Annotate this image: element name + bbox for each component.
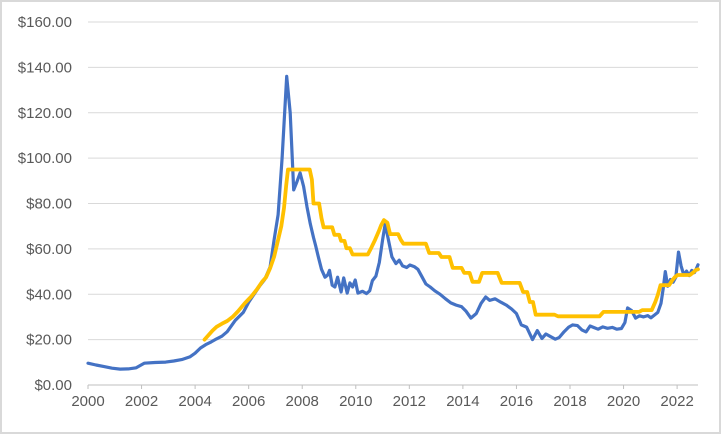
x-axis-tick-label: 2014 bbox=[446, 393, 479, 410]
y-axis-tick-label: $40.00 bbox=[26, 286, 72, 303]
x-axis-tick-label: 2018 bbox=[553, 393, 586, 410]
x-axis-tick-label: 2002 bbox=[125, 393, 158, 410]
y-axis-labels: $0.00 $20.00 $40.00 $60.00 $80.00 $100.00 $120… bbox=[18, 14, 72, 394]
x-axis-tick-label: 2020 bbox=[607, 393, 640, 410]
y-axis-tick-label: $160.00 bbox=[18, 14, 72, 31]
y-axis-tick-label: $80.00 bbox=[26, 196, 72, 213]
x-axis-tick-label: 2004 bbox=[178, 393, 211, 410]
x-axis-tick-label: 2016 bbox=[500, 393, 533, 410]
gridlines bbox=[88, 21, 698, 341]
x-axis-labels: 2000 2002 2004 2006 2008 2010 2012 2014 2016 2018… bbox=[71, 393, 693, 410]
x-axis-tick-label: 2010 bbox=[339, 393, 372, 410]
y-axis-tick-label: $0.00 bbox=[34, 377, 72, 394]
x-axis-tick-label: 2006 bbox=[232, 393, 265, 410]
x-axis-tick-label: 2000 bbox=[71, 393, 104, 410]
x-axis-tick-label: 2022 bbox=[660, 393, 693, 410]
gold-stepped-series-line bbox=[202, 167, 700, 342]
x-axis-tick-label: 2012 bbox=[393, 393, 426, 410]
y-axis-tick-label: $120.00 bbox=[18, 105, 72, 122]
blue-volatile-series-line bbox=[86, 74, 700, 371]
y-axis-tick-label: $100.00 bbox=[18, 150, 72, 167]
data-series bbox=[86, 74, 700, 371]
x-axis-tick-marks bbox=[87, 385, 678, 389]
y-axis-tick-label: $140.00 bbox=[18, 59, 72, 76]
y-axis-tick-label: $60.00 bbox=[26, 241, 72, 258]
y-axis-tick-label: $20.00 bbox=[26, 332, 72, 349]
x-axis-tick-label: 2008 bbox=[286, 393, 319, 410]
